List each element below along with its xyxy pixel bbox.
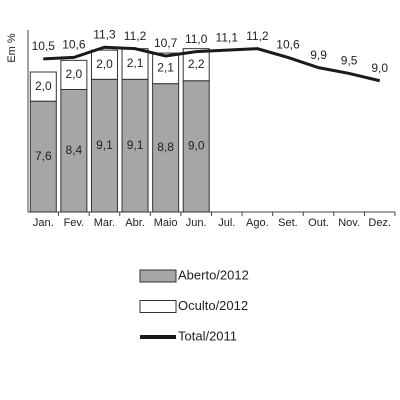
line (43, 45, 381, 83)
x-tick-label: Maio (154, 217, 178, 229)
x-tick-label: Out. (308, 217, 329, 229)
legend-label: Oculto/2012 (178, 298, 248, 313)
x-tick-label: Ago. (246, 217, 269, 229)
bar (152, 52, 180, 85)
x-tick-label: Fev. (64, 217, 85, 229)
line-value-label: 11,2 (124, 29, 147, 43)
line-value-label: 11,2 (246, 29, 269, 43)
bar (152, 83, 180, 213)
line-value-label: 10,6 (62, 38, 86, 52)
bar-value-label: 8,4 (66, 143, 83, 157)
line-value-label: 10,5 (32, 39, 56, 53)
bar (60, 89, 88, 213)
line-value-label: 10,7 (154, 36, 178, 50)
bar-value-label: 2,1 (127, 56, 144, 70)
x-tick-label: Abr. (125, 217, 145, 229)
bar-value-label: 7,6 (35, 149, 52, 163)
bar (121, 78, 149, 213)
bar (90, 78, 118, 213)
x-tick-label: Set. (278, 217, 298, 229)
line-value-label: 9,5 (341, 54, 358, 68)
line-value-label: 11,1 (216, 30, 239, 44)
bar-value-label: 9,1 (127, 138, 144, 152)
line-value-label: 11,3 (93, 27, 116, 41)
x-tick-label: Jul. (218, 217, 235, 229)
bar-value-label: 9,0 (188, 139, 205, 153)
x-tick-label: Nov. (338, 217, 360, 229)
line-value-label: 11,0 (185, 32, 208, 46)
line-value-label: 10,6 (276, 38, 300, 52)
bar-value-label: 2,1 (157, 61, 174, 75)
bar-value-label: 2,0 (96, 57, 113, 71)
bar (121, 48, 149, 80)
x-tick-label: Jan. (33, 217, 54, 229)
bar-value-label: 8,8 (157, 140, 174, 154)
bar (29, 100, 57, 213)
line-value-label: 9,0 (371, 61, 388, 75)
line-value-label: 9,9 (310, 48, 327, 62)
bar-value-label: 9,1 (96, 138, 113, 152)
bar (182, 80, 210, 213)
legend-swatch (139, 300, 177, 313)
x-tick-label: Jun. (186, 217, 207, 229)
bar (90, 49, 118, 80)
x-tick-label: Mar. (94, 217, 115, 229)
legend-swatch (139, 269, 177, 283)
bar-value-label: 2,0 (35, 79, 52, 93)
bar (60, 59, 88, 90)
y-axis-label: Em % (6, 33, 18, 63)
legend-label: Total/2011 (178, 328, 237, 343)
bar-value-label: 2,2 (188, 57, 205, 71)
bar (29, 71, 57, 102)
bar-value-label: 2,0 (66, 67, 83, 81)
legend-label: Aberto/2012 (178, 267, 249, 282)
x-tick-label: Dez. (368, 217, 391, 229)
